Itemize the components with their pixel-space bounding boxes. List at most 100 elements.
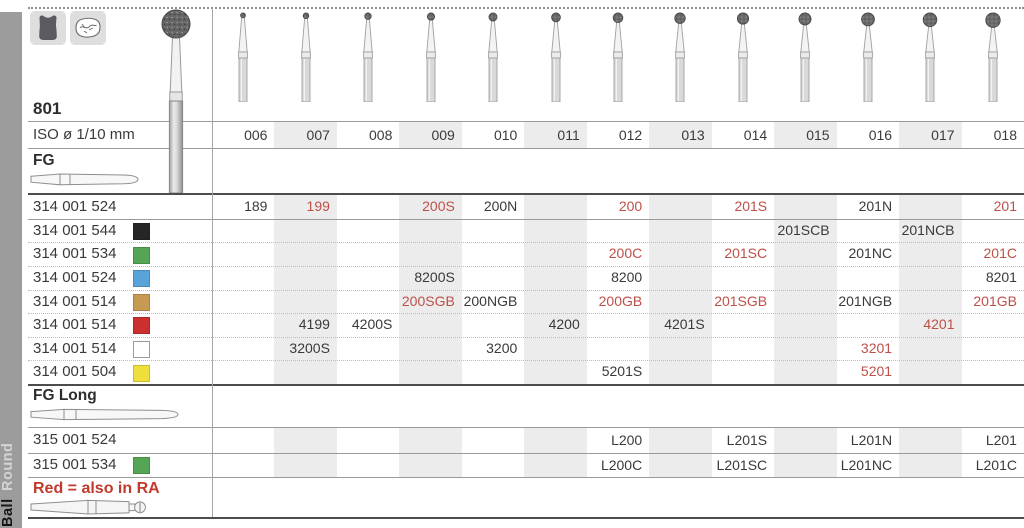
column-stripe: [649, 122, 712, 148]
product-code: 314 001 524: [33, 198, 117, 215]
column-bur-icon: [846, 8, 890, 102]
row-divider: [28, 242, 1024, 244]
column-bur-icon: [783, 8, 827, 102]
table-rule: [28, 192, 1024, 195]
product-cell: 201NGB: [838, 292, 893, 309]
product-cell: 200N: [483, 198, 518, 214]
bur-illustration-large: [146, 6, 206, 193]
column-bur-icon: [908, 8, 952, 102]
column-bur-icon: [658, 8, 702, 102]
column-bur-icon: [471, 8, 515, 102]
table-rule: [28, 148, 1024, 149]
row-divider: [28, 218, 1024, 220]
product-cell: 201SCB: [777, 221, 830, 238]
size-header-cell: 007: [306, 127, 330, 143]
size-header-cell: 013: [681, 127, 705, 143]
product-cell: 200C: [608, 245, 643, 262]
product-cell: 3200S: [289, 339, 330, 356]
size-header-cell: 006: [244, 127, 268, 143]
column-stripe: [399, 122, 462, 148]
color-chip-blue: [133, 270, 150, 288]
size-header-cell: 018: [993, 127, 1017, 143]
product-cell: 8200S: [414, 268, 455, 285]
top-dotted-rule: [28, 7, 1024, 9]
product-cell: 201: [993, 198, 1017, 214]
product-cell: L200C: [600, 456, 643, 473]
color-chip-green: [133, 457, 150, 475]
product-cell: L201S: [726, 432, 768, 448]
product-cell: 5201: [860, 363, 893, 380]
row-divider: [28, 265, 1024, 267]
column-stripe: [774, 122, 837, 148]
product-cell: 3201: [860, 339, 893, 356]
size-header-cell: 011: [557, 127, 580, 143]
product-code: 315 001 534: [33, 455, 117, 473]
color-chip-black: [133, 222, 150, 240]
product-code: 314 001 514: [33, 292, 117, 310]
size-header-cell: 014: [743, 127, 768, 143]
product-cell: 201SC: [724, 245, 768, 262]
column-bur-icon: [409, 8, 453, 102]
product-cell: 199: [306, 198, 330, 214]
row-divider: [28, 336, 1024, 338]
product-code: 314 001 504: [33, 363, 117, 381]
size-header-cell: 017: [931, 127, 955, 143]
product-cell: 200S: [422, 198, 455, 214]
product-cell: 201C: [983, 245, 1017, 262]
product-cell: L200: [611, 432, 643, 448]
occlusal-surface-icon: [70, 11, 106, 45]
shank-type-label-fg: FG: [33, 152, 55, 169]
product-cell: 201GB: [973, 292, 1017, 309]
product-cell: 4200: [548, 316, 580, 333]
size-header-cell: 015: [806, 127, 830, 143]
product-cell: 8201: [985, 268, 1017, 285]
product-cell: 4199: [298, 316, 330, 333]
size-header-cell: 016: [868, 127, 893, 143]
column-bur-icon: [346, 8, 390, 102]
product-code: 314 001 534: [33, 245, 117, 263]
column-stripe: [524, 122, 587, 148]
color-chip-yellow: [133, 364, 150, 382]
row-divider: [28, 289, 1024, 291]
column-bur-icon: [721, 8, 765, 102]
product-cell: L201SC: [716, 456, 768, 473]
tooth-icon: [30, 11, 66, 45]
row-divider: [28, 313, 1024, 315]
product-code: 314 001 544: [33, 221, 117, 239]
product-cell: 3200: [486, 339, 518, 356]
product-cell: 8200: [611, 268, 643, 285]
ra-shank-illustration: [30, 496, 152, 519]
color-chip-red: [133, 317, 150, 335]
product-cell: 200GB: [598, 292, 643, 309]
product-cell: 201S: [734, 198, 768, 214]
product-cell: 201NCB: [901, 221, 955, 238]
iso-diameter-label: ISO ø 1/10 mm: [33, 126, 135, 143]
product-cell: L201C: [975, 456, 1017, 473]
product-code: 314 001 514: [33, 339, 117, 357]
product-cell: 4201S: [664, 316, 705, 333]
fg-shank-illustration: [30, 168, 142, 191]
column-bur-icon: [971, 8, 1015, 102]
shape-name-label: Ball: [0, 498, 16, 528]
size-header-cell: 009: [431, 127, 455, 143]
color-chip-gold: [133, 293, 150, 311]
product-cell: 200SGB: [401, 292, 455, 309]
size-header-cell: 010: [493, 127, 518, 143]
shape-group-label: Round: [0, 442, 16, 492]
figure-number: 801: [33, 99, 62, 118]
product-cell: 5201S: [601, 363, 643, 380]
table-rule: [28, 516, 1024, 519]
column-stripe: [274, 122, 337, 148]
size-header-cell: 012: [618, 127, 643, 143]
product-cell: 4201: [923, 316, 955, 333]
product-cell: 200: [618, 198, 643, 214]
footer-note: Red = also in RA: [33, 480, 160, 497]
product-cell: L201NC: [840, 456, 893, 473]
product-cell: 201SGB: [714, 292, 768, 309]
color-chip-white: [133, 341, 150, 359]
product-cell: L201: [985, 432, 1017, 448]
row-divider: [28, 360, 1024, 362]
label-column-separator: [212, 8, 213, 517]
column-bur-icon: [534, 8, 578, 102]
